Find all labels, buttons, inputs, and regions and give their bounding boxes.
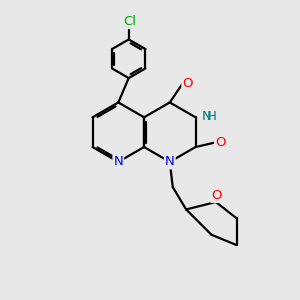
Text: N: N	[113, 155, 123, 168]
Text: Cl: Cl	[123, 15, 136, 28]
Text: O: O	[182, 77, 193, 90]
Text: H: H	[207, 110, 217, 123]
Text: O: O	[215, 136, 226, 149]
Text: N: N	[165, 155, 175, 168]
Text: N: N	[202, 110, 212, 123]
Text: O: O	[211, 189, 222, 202]
